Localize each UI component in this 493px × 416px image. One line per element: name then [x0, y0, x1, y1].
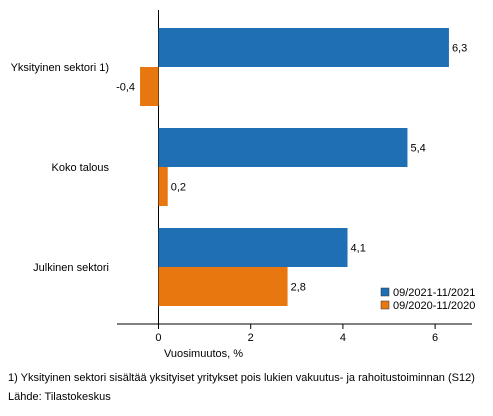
- legend-label: 09/2021-11/2021: [393, 287, 475, 299]
- bar-chart: 0 2 4 6 Vuosimuutos, % Yksityinen sektori 1) 6…: [11, 10, 475, 360]
- category-label: Koko talous: [52, 162, 110, 174]
- bar-series2: [158, 267, 288, 306]
- x-tick-label: 2: [248, 332, 254, 344]
- data-label: 6,3: [452, 43, 467, 55]
- data-label: 4,1: [351, 243, 366, 255]
- legend-label: 09/2020-11/2020: [393, 300, 475, 312]
- legend-swatch: [380, 300, 390, 310]
- category-label: Julkinen sektori: [33, 262, 109, 274]
- category-label: Yksityinen sektori 1): [11, 62, 109, 74]
- bar-series1: [158, 228, 348, 267]
- legend-swatch: [380, 287, 390, 297]
- data-label: 2,8: [291, 282, 306, 294]
- bar-series2: [140, 67, 159, 106]
- data-label: 0,2: [171, 182, 186, 194]
- data-label: 5,4: [410, 143, 425, 155]
- x-tick-label: 4: [340, 332, 346, 344]
- plot-area: 0 2 4 6 Vuosimuutos, % Yksityinen sektori 1) 6…: [11, 10, 475, 360]
- source-note: Lähde: Tilastokeskus: [8, 391, 111, 403]
- x-axis-title: Vuosimuutos, %: [164, 348, 243, 360]
- bar-series1: [158, 128, 408, 167]
- data-label: -0,4: [116, 82, 135, 94]
- x-tick-label: 0: [155, 332, 161, 344]
- bar-series1: [158, 28, 449, 67]
- footnote: 1) Yksityinen sektori sisältää yksityise…: [8, 372, 475, 384]
- bar-series2: [158, 167, 168, 206]
- x-tick-label: 6: [432, 332, 438, 344]
